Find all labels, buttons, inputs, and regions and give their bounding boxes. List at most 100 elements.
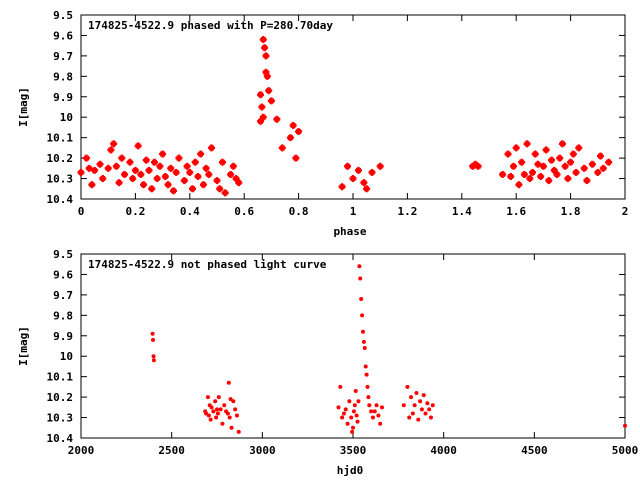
data-point	[234, 413, 239, 418]
data-point	[148, 185, 156, 193]
x-tick-label: 0.6	[234, 205, 254, 218]
data-point	[107, 146, 115, 154]
data-point	[412, 403, 417, 408]
data-point	[129, 175, 137, 183]
data-point	[418, 399, 423, 404]
data-point	[175, 154, 183, 162]
data-point	[205, 395, 210, 400]
data-point	[209, 405, 214, 410]
data-point	[228, 397, 233, 402]
phased-plot-frame	[80, 14, 626, 200]
phased-data-points	[77, 36, 613, 197]
data-point	[360, 329, 365, 334]
data-point	[523, 140, 531, 148]
data-point	[216, 185, 224, 193]
data-point	[222, 403, 227, 408]
phased-ticks: 0 0.2 0.4 0.6 0.8 1 1.2 1.4 1.6 1.8 2 9.5 9.6 9.7 9.8 9…	[47, 9, 629, 218]
phased-x-axis-label: phase	[333, 225, 366, 238]
data-point	[526, 175, 534, 183]
data-point	[151, 354, 156, 359]
data-point	[504, 150, 512, 158]
data-point	[96, 160, 104, 168]
data-point	[202, 164, 210, 172]
data-point	[134, 142, 142, 150]
y-tick-label: 9.7	[53, 289, 73, 302]
data-point	[548, 156, 556, 164]
data-point	[531, 150, 539, 158]
data-point	[99, 175, 107, 183]
data-point	[189, 185, 197, 193]
data-point	[194, 173, 202, 181]
data-point	[499, 170, 507, 178]
data-point	[362, 346, 367, 351]
data-point	[425, 401, 430, 406]
y-tick-label: 9.6	[53, 268, 73, 281]
data-point	[216, 395, 221, 400]
data-point	[227, 170, 235, 178]
data-point	[164, 181, 172, 189]
data-point	[427, 407, 432, 412]
x-tick-label: 0	[78, 205, 85, 218]
y-tick-label: 10.2	[47, 391, 74, 404]
data-point	[220, 421, 225, 426]
x-tick-label: 4000	[430, 444, 457, 457]
data-point	[509, 162, 517, 170]
data-point	[623, 423, 627, 428]
data-point	[208, 417, 213, 422]
data-point	[594, 168, 602, 176]
data-point	[257, 91, 265, 99]
x-tick-label: 0.4	[180, 205, 200, 218]
data-point	[423, 411, 428, 416]
data-point	[469, 162, 477, 170]
data-point	[145, 166, 153, 174]
data-point	[262, 52, 270, 60]
data-point	[567, 158, 575, 166]
data-point	[221, 189, 229, 197]
data-point	[360, 179, 368, 187]
data-point	[580, 164, 588, 172]
data-point	[289, 121, 297, 129]
x-tick-label: 1.8	[561, 205, 581, 218]
data-point	[347, 399, 352, 404]
data-point	[349, 415, 354, 420]
data-point	[575, 144, 583, 152]
data-point	[82, 154, 90, 162]
data-point	[259, 113, 267, 121]
y-tick-label: 9.9	[53, 91, 73, 104]
data-point	[354, 413, 359, 418]
data-point	[378, 421, 383, 426]
data-point	[267, 97, 275, 105]
y-tick-label: 9.6	[53, 29, 73, 42]
data-point	[156, 162, 164, 170]
data-point	[110, 140, 118, 148]
data-point	[520, 170, 528, 178]
data-point	[370, 415, 375, 420]
data-point	[278, 144, 286, 152]
data-point	[353, 388, 358, 393]
data-point	[340, 415, 345, 420]
data-point	[361, 339, 366, 344]
data-point	[186, 168, 194, 176]
data-point	[572, 168, 580, 176]
data-point	[368, 168, 376, 176]
phased-y-axis-label: I[mag]	[17, 87, 30, 127]
data-point	[539, 162, 547, 170]
data-point	[199, 181, 207, 189]
data-point	[380, 405, 385, 410]
data-point	[227, 415, 232, 420]
y-tick-label: 10	[60, 350, 73, 363]
y-tick-label: 9.9	[53, 330, 73, 343]
data-point	[167, 164, 175, 172]
unphased-x-axis-label: hjd0	[337, 464, 364, 477]
x-tick-label: 3500	[340, 444, 367, 457]
y-tick-label: 10.3	[47, 412, 74, 425]
data-point	[349, 175, 357, 183]
data-point	[356, 399, 361, 404]
y-tick-label: 9.8	[53, 70, 73, 83]
data-point	[213, 399, 218, 404]
data-point	[235, 179, 243, 187]
data-point	[214, 415, 219, 420]
data-point	[142, 156, 150, 164]
data-point	[218, 407, 223, 412]
